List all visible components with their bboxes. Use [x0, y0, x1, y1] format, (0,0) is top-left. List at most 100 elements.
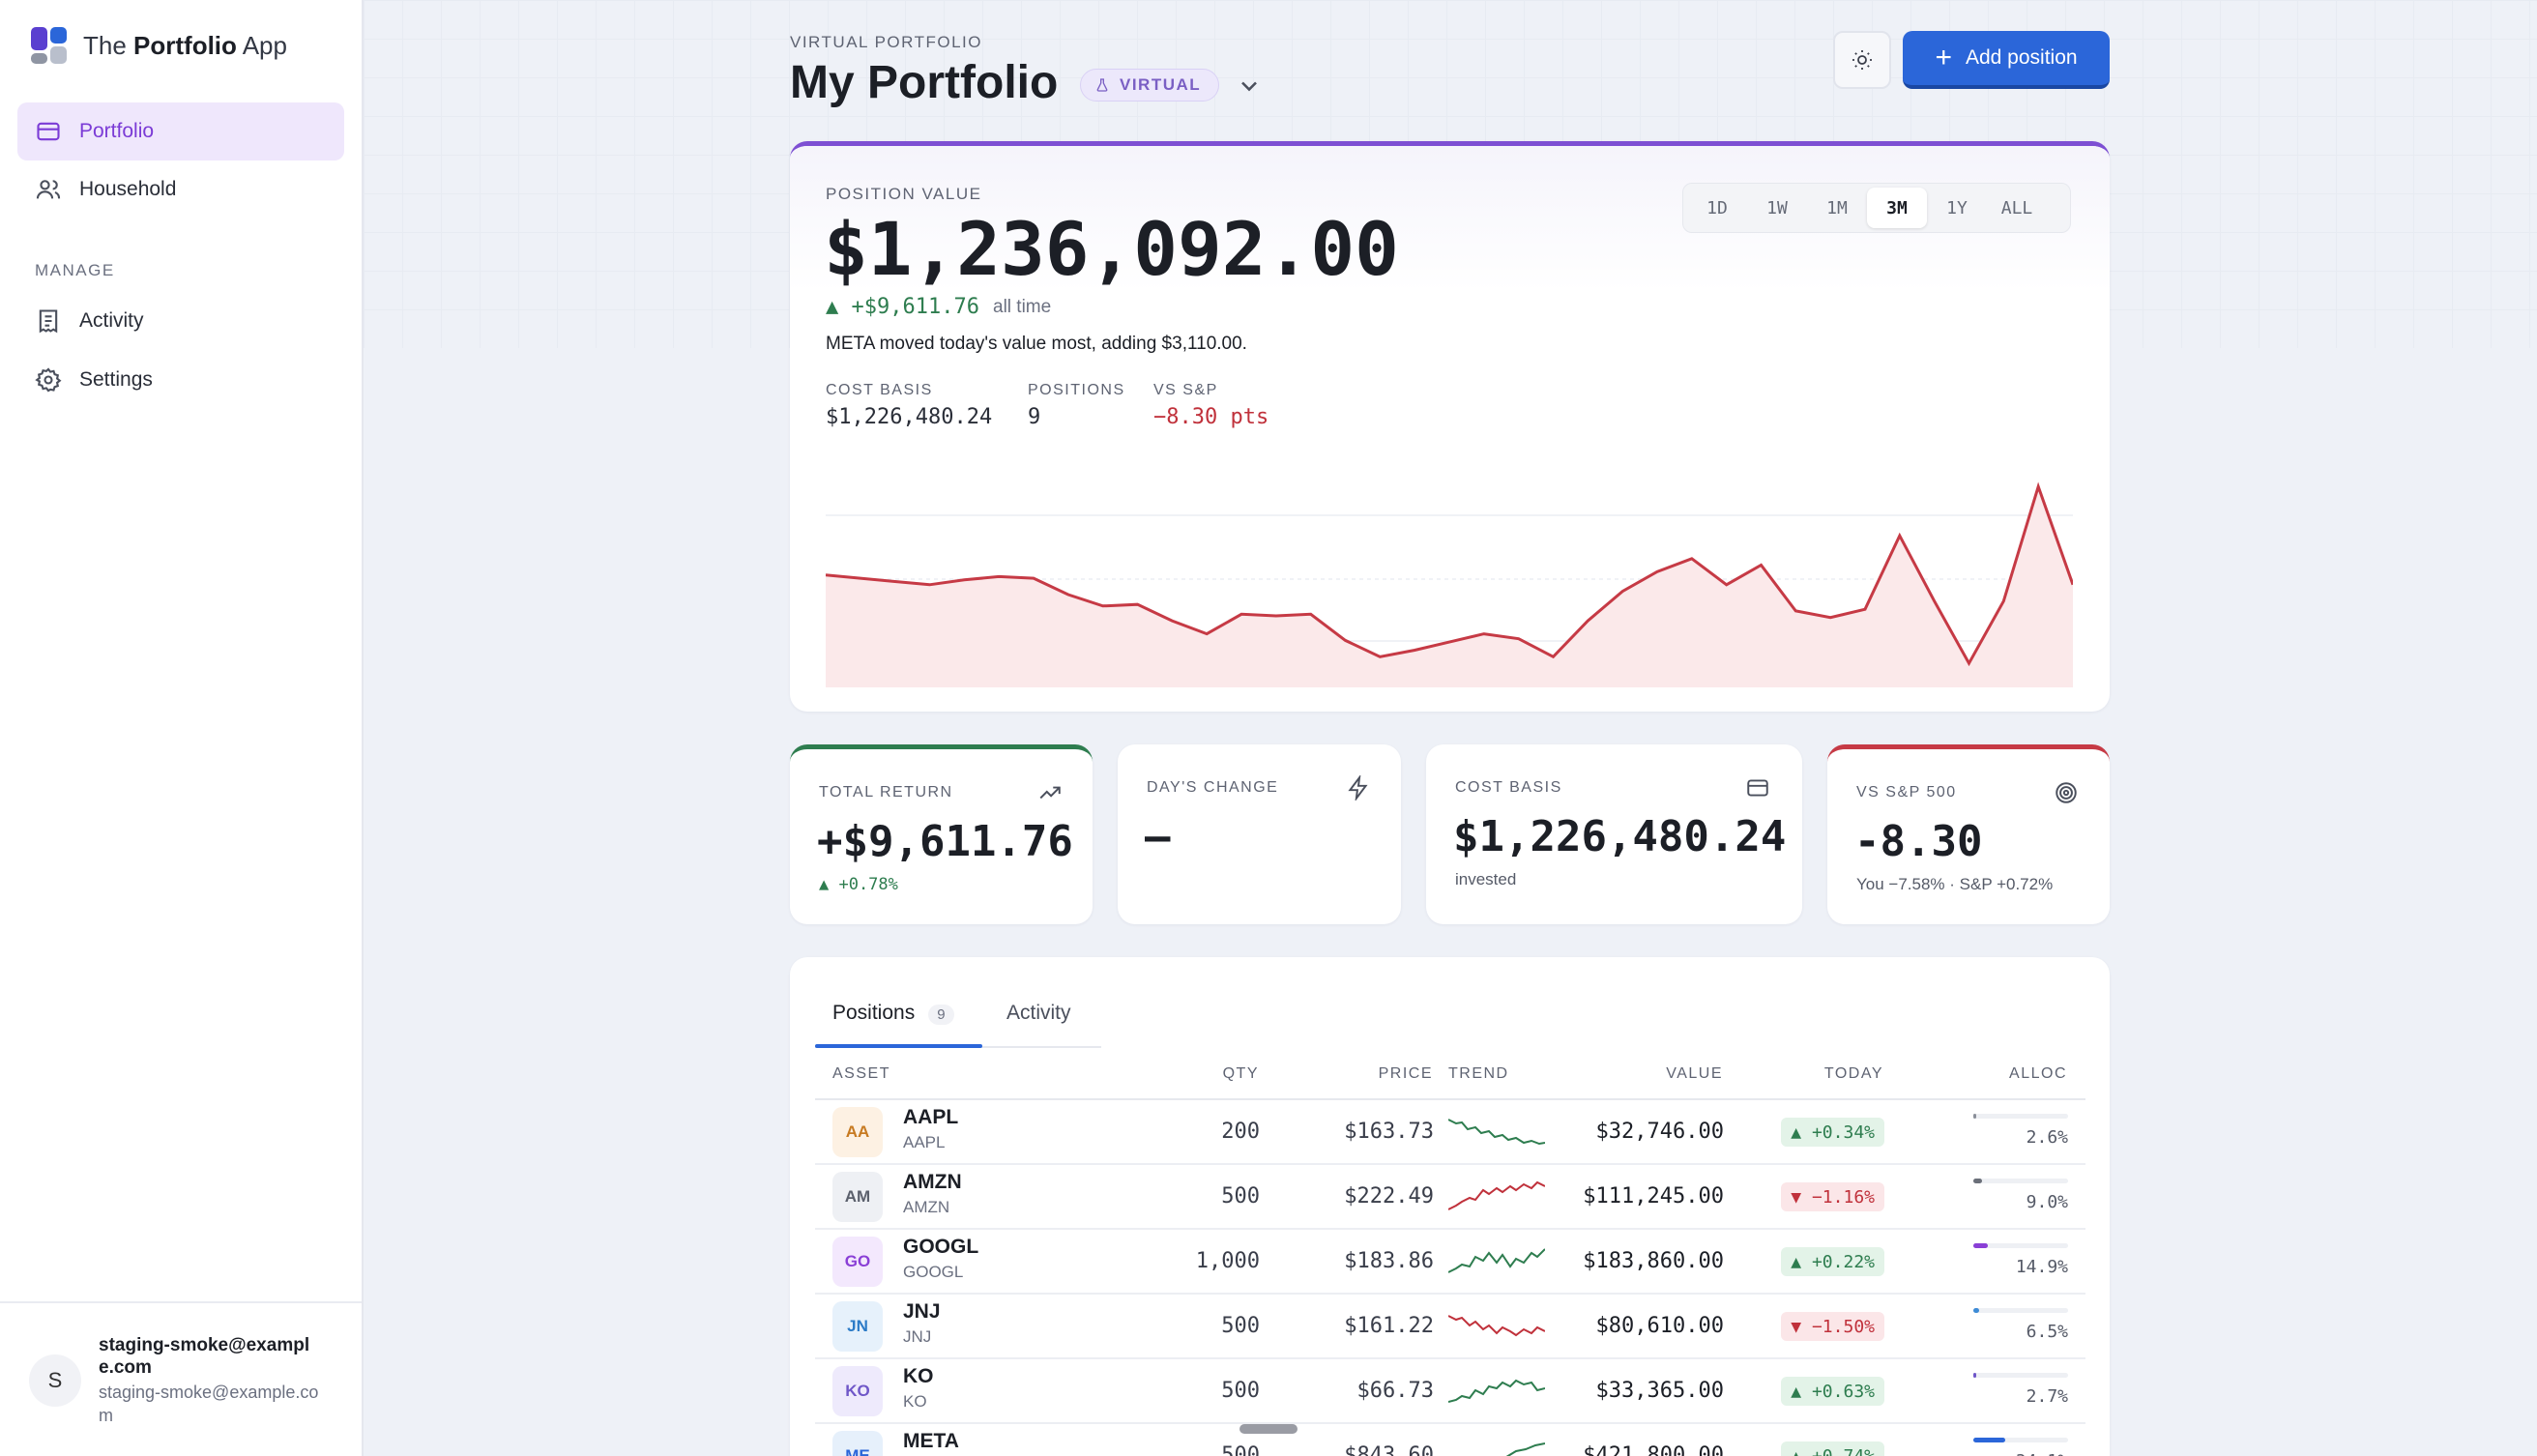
sidebar-item-label: Activity [79, 309, 144, 332]
today-change-badge: ▲ +0.74% [1781, 1441, 1884, 1456]
stat-value: -8.30 [1854, 817, 1983, 866]
column-header: TREND [1448, 1065, 1509, 1082]
allocation-bar [1973, 1373, 2068, 1378]
price-cell: $163.73 [1344, 1120, 1434, 1144]
column-header[interactable]: TODAY [1823, 1065, 1883, 1082]
today-change-badge: ▲ +0.34% [1781, 1118, 1884, 1147]
table-row[interactable]: JN JNJ JNJ 500 $161.22 $80,610.00 ▼ −1.50% 6.5% [815, 1295, 2085, 1359]
asset-name: META [903, 1430, 959, 1452]
position-change: ▲ +$9,611.76 [826, 295, 979, 319]
value-cell: $111,245.00 [1583, 1184, 1724, 1208]
value-cell: $32,746.00 [1595, 1120, 1724, 1144]
ticker-badge: AA [832, 1107, 883, 1157]
column-header[interactable]: PRICE [1378, 1065, 1433, 1082]
column-header[interactable]: ALLOC [2009, 1065, 2067, 1082]
qty-cell: 500 [1221, 1379, 1260, 1403]
sidebar-item-label: Settings [79, 368, 153, 391]
app-logo-icon [31, 27, 68, 64]
sidebar-item-activity[interactable]: Activity [17, 292, 344, 350]
add-position-button[interactable]: + Add position [1903, 31, 2110, 89]
chart-line [826, 481, 2073, 667]
users-icon [36, 180, 61, 199]
mover-note: META moved today's value most, adding $3… [826, 334, 1247, 354]
metric-label: VS S&P [1153, 382, 1218, 398]
brand-name: The Portfolio App [83, 30, 287, 60]
asset-symbol: AMZN [903, 1198, 950, 1216]
table-row[interactable]: AA AAPL AAPL 200 $163.73 $32,746.00 ▲ +0.34% 2.… [815, 1100, 2085, 1165]
asset-symbol: GOOGL [903, 1263, 964, 1281]
position-value-card: POSITION VALUE $1,236,092.00 ▲ +$9,611.7… [790, 141, 2110, 712]
column-header[interactable]: ASSET [832, 1065, 890, 1082]
virtual-badge: VIRTUAL [1080, 69, 1220, 102]
target-icon [2056, 782, 2077, 803]
stat-value: — [1145, 812, 1171, 861]
asset-symbol: KO [903, 1392, 927, 1411]
page-title: My Portfolio [790, 57, 1059, 108]
range-button[interactable]: 1Y [1946, 197, 1968, 218]
ticker-badge: KO [832, 1366, 883, 1416]
wallet-icon [1747, 779, 1768, 797]
range-button[interactable]: 1D [1706, 197, 1728, 218]
user-name: staging-smoke@example.com [99, 1335, 310, 1378]
position-value: $1,236,092.00 [824, 206, 1399, 292]
stat-label: TOTAL RETURN [819, 784, 953, 801]
range-button[interactable]: 1M [1826, 197, 1848, 218]
price-cell: $161.22 [1344, 1314, 1434, 1338]
table-row[interactable]: MEMETAMETA500$843.60$421,800.00▲ +0.74%3… [815, 1424, 2085, 1456]
tab-activity[interactable]: Activity [1006, 1002, 1071, 1024]
column-header[interactable]: QTY [1222, 1065, 1259, 1082]
user-account-menu[interactable]: S staging-smoke@example.com staging-smok… [0, 1301, 362, 1456]
stat-label: COST BASIS [1455, 779, 1562, 796]
today-change-badge: ▲ +0.22% [1781, 1247, 1884, 1276]
trend-sparkline [1448, 1119, 1545, 1146]
qty-cell: 500 [1221, 1184, 1260, 1208]
range-button[interactable]: 3M [1867, 188, 1927, 228]
table-row[interactable]: KO KO KO 500 $66.73 $33,365.00 ▲ +0.63% 2.7% [815, 1359, 2085, 1424]
sidebar-item-portfolio[interactable]: Portfolio [17, 102, 344, 160]
stat-value: $1,226,480.24 [1453, 812, 1787, 861]
allocation-bar [1973, 1438, 2068, 1442]
qty-cell: 500 [1221, 1443, 1260, 1456]
asset-name: GOOGL [903, 1236, 979, 1258]
position-value-label: POSITION VALUE [826, 185, 982, 203]
qty-cell: 1,000 [1195, 1249, 1260, 1273]
cost-basis-card: COST BASIS $1,226,480.24 invested [1426, 744, 1802, 924]
stat-sub: You −7.58% · S&P +0.72% [1856, 875, 2054, 893]
price-cell: $183.86 [1344, 1249, 1434, 1273]
value-cell: $421,800.00 [1583, 1443, 1724, 1456]
sidebar-item-settings[interactable]: Settings [17, 351, 344, 409]
allocation-bar [1973, 1179, 2068, 1183]
table-row[interactable]: AM AMZN AMZN 500 $222.49 $111,245.00 ▼ −1.16% 9… [815, 1165, 2085, 1230]
ticker-badge: GO [832, 1237, 883, 1287]
ticker-badge: JN [832, 1301, 883, 1352]
today-change-badge: ▲ +0.63% [1781, 1377, 1884, 1406]
scrollbar-thumb[interactable] [1239, 1424, 1298, 1434]
column-header[interactable]: VALUE [1666, 1065, 1723, 1082]
theme-toggle-button[interactable] [1833, 31, 1891, 89]
value-cell: $183,860.00 [1583, 1249, 1724, 1273]
table-row[interactable]: GO GOOGL GOOGL 1,000 $183.86 $183,860.00 ▲ +0.… [815, 1230, 2085, 1295]
asset-name: KO [903, 1365, 934, 1387]
ticker-badge: ME [832, 1431, 883, 1456]
flask-icon [1096, 78, 1108, 92]
price-cell: $843.60 [1344, 1443, 1434, 1456]
asset-name: JNJ [903, 1300, 941, 1323]
add-position-label: Add position [1965, 46, 2078, 69]
today-change-badge: ▼ −1.50% [1781, 1312, 1884, 1341]
trend-sparkline [1505, 1442, 1545, 1456]
allocation-cell: 2.7% [2026, 1386, 2068, 1407]
tab-positions[interactable]: Positions 9 [832, 1002, 954, 1025]
allocation-cell: 2.6% [2026, 1127, 2068, 1148]
range-button[interactable]: ALL [2000, 197, 2033, 218]
sidebar-item-label: Portfolio [79, 120, 155, 142]
virtual-badge-label: VIRTUAL [1120, 75, 1202, 94]
positions-count-badge: 9 [928, 1005, 954, 1025]
range-button[interactable]: 1W [1766, 197, 1788, 218]
brand[interactable]: The Portfolio App [31, 27, 287, 64]
sidebar-item-household[interactable]: Household [17, 160, 344, 218]
allocation-bar [1973, 1308, 2068, 1313]
chevron-down-icon[interactable] [1236, 73, 1263, 100]
metric-label: COST BASIS [826, 382, 933, 398]
stat-label: DAY'S CHANGE [1147, 779, 1279, 796]
ticker-badge: AM [832, 1172, 883, 1222]
